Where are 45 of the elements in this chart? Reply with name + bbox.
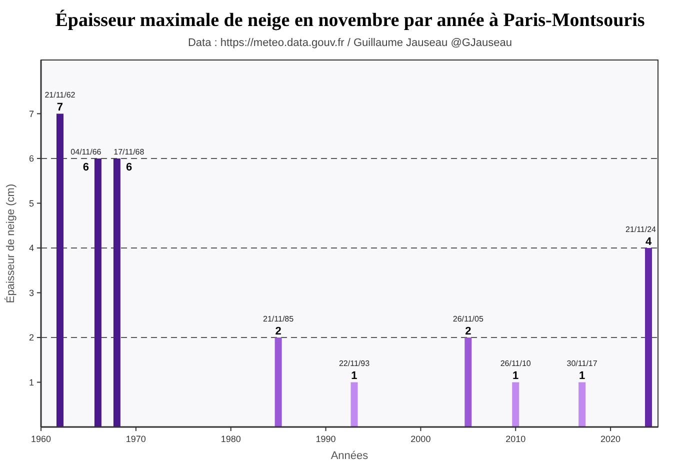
data-label: 1: [351, 370, 358, 382]
bar: [94, 158, 102, 427]
y-tick-label: 3: [28, 288, 34, 298]
bar: [645, 248, 652, 427]
bar: [512, 382, 520, 427]
x-tick-label: 2000: [410, 434, 431, 444]
annotation: 30/11/17: [566, 359, 598, 368]
x-tick-label: 1970: [126, 434, 146, 444]
data-label: 2: [275, 325, 282, 338]
annotation: 21/11/85: [263, 314, 294, 324]
y-tick-label: 2: [28, 332, 34, 343]
x-tick-label: 1990: [316, 434, 336, 444]
data-label: 7: [56, 102, 64, 114]
y-tick-label: 5: [28, 198, 34, 208]
annotation: 22/11/93: [338, 359, 370, 368]
y-tick-label: 1: [28, 377, 34, 388]
chart-subtitle: Data : https://meteo.data.gouv.fr / Guillaume Jauseau @GJauseau: [188, 37, 512, 49]
y-tick-label: 7: [28, 108, 34, 119]
x-tick-label: 2020: [600, 434, 621, 444]
data-label: 4: [645, 236, 652, 248]
annotation: 04/11/66: [70, 147, 102, 156]
annotation: 17/11/68: [114, 147, 145, 156]
bar: [56, 114, 64, 427]
x-tick-label: 2010: [506, 434, 526, 444]
bar: [274, 337, 282, 427]
x-axis-title: Années: [330, 450, 369, 462]
data-label: 6: [126, 161, 132, 174]
y-axis-title: Épaisseur de neige (cm): [4, 184, 17, 304]
bar: [464, 337, 472, 427]
annotation: 21/11/24: [625, 224, 657, 234]
annotation: 21/11/62: [44, 90, 76, 100]
chart-title: Épaisseur maximale de neige en novembre par année à Paris-Montsouris: [55, 9, 645, 31]
y-tick-label: 4: [28, 243, 34, 254]
bar: [578, 382, 586, 427]
bar: [350, 382, 358, 427]
x-tick-label: 1980: [220, 434, 241, 444]
annotation: 26/11/05: [452, 314, 484, 324]
data-label: 1: [579, 370, 586, 382]
bar: [113, 158, 120, 427]
data-label: 1: [512, 370, 519, 382]
annotation: 26/11/10: [500, 359, 532, 368]
y-tick-label: 6: [28, 154, 34, 164]
data-label: 2: [465, 325, 472, 338]
data-label: 6: [82, 161, 89, 174]
x-tick-label: 1960: [30, 434, 52, 444]
